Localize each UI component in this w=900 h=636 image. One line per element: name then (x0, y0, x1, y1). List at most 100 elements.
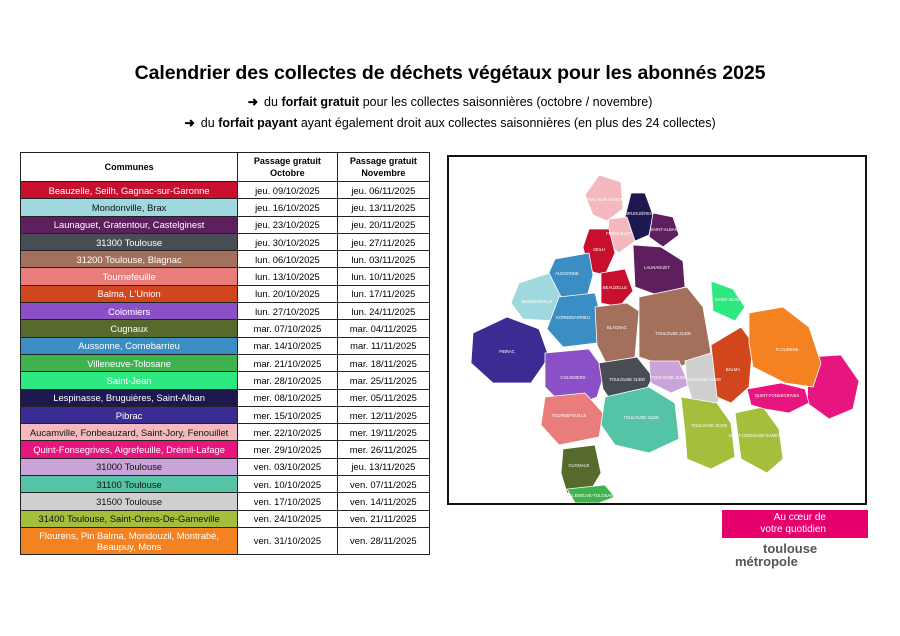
arrow-right-icon: ➜ (247, 95, 259, 109)
map-region-label: FLOURENS (776, 347, 799, 352)
commune-cell: Launaguet, Gratentour, Castelginest (19, 215, 239, 234)
october-date-cell: lun. 20/10/2025 (237, 284, 338, 304)
november-date-cell: jeu. 27/11/2025 (336, 232, 431, 252)
table-row: Villeneuve-Tolosane mar. 21/10/2025 mar. 1… (19, 353, 431, 373)
arrow-right-icon: ➜ (184, 116, 195, 130)
october-date-cell: mar. 14/10/2025 (237, 336, 338, 355)
november-date-cell: ven. 14/11/2025 (336, 492, 431, 511)
november-date-cell: lun. 03/11/2025 (336, 250, 431, 269)
commune-cell: Colomiers (19, 302, 239, 321)
commune-cell: Balma, L'Union (19, 284, 239, 304)
november-date-cell: lun. 24/11/2025 (336, 302, 431, 321)
october-date-cell: mer. 15/10/2025 (237, 405, 338, 425)
october-date-cell: jeu. 30/10/2025 (237, 232, 338, 252)
commune-cell: 31400 Toulouse, Saint-Orens-De-Gameville (19, 509, 239, 528)
map-region-label: AUSSONNE (555, 271, 579, 276)
map-region (746, 382, 810, 414)
map-region (540, 392, 604, 446)
map-region (710, 326, 754, 404)
table-row: 31400 Toulouse, Saint-Orens-De-Gameville… (19, 509, 431, 528)
map-region-label: TOULOUSE 31400 (691, 423, 727, 428)
logo-line-1: toulouse (763, 541, 818, 556)
commune-cell: Quint-Fonsegrives, Aigrefeuille, Drémil-… (19, 440, 239, 459)
november-date-cell: jeu. 20/11/2025 (336, 215, 431, 234)
header-october: Passage gratuit Octobre (237, 152, 338, 182)
commune-cell: 31000 Toulouse (19, 457, 239, 477)
table-row: Aussonne, Cornebarrieu mar. 14/10/2025 mar… (19, 336, 431, 355)
november-date-cell: mar. 11/11/2025 (336, 336, 431, 355)
table-row: Cugnaux mar. 07/10/2025 mar. 04/11/2025 (19, 319, 431, 338)
map-region-label: CORNEBARRIEU (556, 315, 590, 320)
commune-cell: Mondonville, Brax (19, 198, 239, 217)
october-date-cell: jeu. 23/10/2025 (237, 215, 338, 234)
map-region-label: GAGNAC-SUR-GARONNE (579, 197, 630, 202)
commune-cell: Villeneuve-Tolosane (19, 353, 239, 373)
map-region-label: TOULOUSE 31100 (623, 415, 659, 420)
map-region-label: QUINT-FONSEGRIVES (755, 393, 800, 398)
table-row: Lespinasse, Bruguières, Saint-Alban mer. … (19, 388, 431, 407)
legend-bold: forfait gratuit (281, 95, 360, 109)
october-date-cell: ven. 03/10/2025 (237, 457, 338, 477)
november-date-cell: mer. 05/11/2025 (336, 388, 431, 407)
map-region-label: TOULOUSE 31300 (609, 377, 645, 382)
tagline-line-2: votre quotidien (760, 524, 826, 535)
table-row: Tournefeuille lun. 13/10/2025 lun. 10/11/2… (19, 267, 431, 286)
november-date-cell: ven. 21/11/2025 (336, 509, 431, 528)
table-row: 31200 Toulouse, Blagnac lun. 06/10/2025 lu… (19, 250, 431, 269)
page-title: Calendrier des collectes de déchets végé… (134, 62, 766, 84)
commune-cell: 31200 Toulouse, Blagnac (19, 250, 239, 269)
legend-prefix: du (264, 95, 282, 109)
map-region (734, 406, 784, 474)
november-date-cell: mar. 18/11/2025 (336, 353, 431, 373)
map-region-label: PIBRAC (499, 349, 515, 354)
map-region (600, 268, 634, 308)
november-date-cell: lun. 17/11/2025 (336, 284, 431, 304)
table-row: Saint-Jean mar. 28/10/2025 mar. 25/11/2025 (19, 371, 431, 390)
legend-line-free: ➜ du forfait gratuit pour les collectes s… (0, 94, 900, 109)
october-date-cell: jeu. 09/10/2025 (237, 180, 338, 200)
map-region (544, 348, 606, 410)
commune-cell: Cugnaux (19, 319, 239, 338)
november-date-cell: mer. 26/11/2025 (336, 440, 431, 459)
map-region (470, 316, 550, 384)
map-region (648, 212, 680, 248)
november-date-cell: ven. 07/11/2025 (336, 475, 431, 494)
table-row: Beauzelle, Seilh, Gagnac-sur-Garonne jeu.… (19, 180, 431, 200)
map-region-label: SAINT-ORENS-DE-GAMEVILLE (729, 433, 790, 438)
map-region-label: LAUNAGUET (644, 265, 670, 270)
legend-suffix: pour les collectes saisonnières (octobre… (359, 95, 653, 109)
november-date-cell: lun. 10/11/2025 (336, 267, 431, 286)
map-region-label: COLOMIERS (560, 375, 585, 380)
logo-line-2: métropole (735, 554, 798, 569)
map-region (680, 396, 736, 470)
map-region-label: TOULOUSE 31000 (651, 375, 687, 380)
map-region (566, 484, 616, 503)
november-date-cell: mar. 04/11/2025 (336, 319, 431, 338)
commune-cell: Aucamville, Fonbeauzard, Saint-Jory, Fen… (19, 423, 239, 442)
header-november: Passage gratuit Novembre (336, 152, 431, 182)
table-row: Quint-Fonsegrives, Aigrefeuille, Drémil-… (19, 440, 431, 459)
map-region (748, 306, 822, 388)
november-date-cell: ven. 28/11/2025 (336, 526, 431, 555)
map-svg: GAGNAC-SUR-GARONNE BRUGUIÈRES SAINT-ALBAN F… (470, 174, 860, 503)
table-row: Mondonville, Brax jeu. 16/10/2025 jeu. 13/… (19, 198, 431, 217)
october-date-cell: ven. 24/10/2025 (237, 509, 338, 528)
october-date-cell: ven. 31/10/2025 (237, 526, 338, 555)
october-date-cell: mar. 21/10/2025 (237, 353, 338, 373)
october-date-cell: mer. 29/10/2025 (237, 440, 338, 459)
november-date-cell: jeu. 13/11/2025 (336, 457, 431, 477)
october-date-cell: jeu. 16/10/2025 (237, 198, 338, 217)
october-date-cell: lun. 06/10/2025 (237, 250, 338, 269)
november-date-cell: mar. 25/11/2025 (336, 371, 431, 390)
commune-cell: Lespinasse, Bruguières, Saint-Alban (19, 388, 239, 407)
legend-line-paid: ➜ du forfait payant ayant également droit… (0, 115, 900, 130)
table-row: Balma, L'Union lun. 20/10/2025 lun. 17/11/… (19, 284, 431, 304)
october-date-cell: ven. 10/10/2025 (237, 475, 338, 494)
map-region-label: TOULOUSE 31200 (655, 331, 691, 336)
table-row: Launaguet, Gratentour, Castelginest jeu. … (19, 215, 431, 234)
map-region-label: TOULOUSE 31500 (685, 377, 721, 382)
map-region-label: BALMA (726, 367, 740, 372)
commune-cell: Beauzelle, Seilh, Gagnac-sur-Garonne (19, 180, 239, 200)
collection-zones-map: GAGNAC-SUR-GARONNE BRUGUIÈRES SAINT-ALBAN F… (447, 155, 867, 505)
map-region-label: MONDONVILLE (522, 299, 553, 304)
